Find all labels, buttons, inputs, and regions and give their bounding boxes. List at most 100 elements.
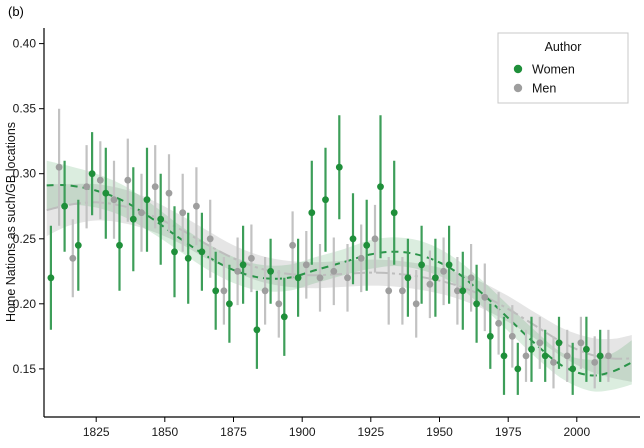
women-point	[129, 215, 137, 223]
men-point	[412, 300, 420, 308]
men-point	[357, 254, 365, 262]
men-point	[151, 183, 159, 191]
x-axis-tick-label: 2000	[563, 425, 590, 439]
men-point	[577, 339, 585, 347]
men-point	[206, 235, 214, 243]
women-point	[184, 254, 192, 262]
confidence-bands-layer	[46, 160, 632, 392]
x-axis-tick-label: 1850	[151, 425, 178, 439]
men-point	[344, 274, 351, 282]
men-point	[591, 359, 599, 366]
y-axis-tick-label: 0.15	[13, 362, 37, 376]
legend-label-men: Men	[532, 81, 556, 95]
men-point	[138, 209, 145, 217]
women-point	[280, 313, 288, 321]
men-point	[563, 352, 571, 360]
men-point	[371, 235, 379, 243]
women-point	[335, 163, 343, 171]
men-point	[110, 196, 118, 204]
women-point	[47, 274, 55, 282]
men-point	[522, 352, 530, 360]
women-point	[102, 189, 110, 197]
women-point	[583, 345, 590, 353]
men-point	[316, 274, 324, 282]
men-point	[261, 287, 269, 295]
women-point	[404, 274, 412, 282]
confidence-band-women	[46, 160, 632, 392]
women-point	[322, 196, 329, 204]
women-point	[528, 345, 535, 353]
women-point	[569, 365, 577, 373]
x-axis-tick-label: 1900	[289, 425, 316, 439]
women-point	[226, 300, 233, 308]
men-point	[440, 267, 447, 275]
y-axis-title: Home Nations as such/GB locations	[4, 122, 18, 322]
women-point	[157, 215, 165, 223]
men-point	[193, 202, 200, 210]
legend-swatch-women	[513, 64, 523, 74]
men-point	[426, 280, 434, 288]
axes-layer: 1825 1850 1875 1900 1925 1950 1975 2000 0.15 0.20…	[13, 28, 640, 439]
y-axis-tick-label: 0.40	[13, 37, 37, 51]
points-layer	[47, 108, 612, 395]
legend: Author Women Men	[497, 32, 629, 104]
men-point	[454, 287, 461, 295]
women-point	[445, 261, 453, 269]
women-point	[418, 261, 425, 269]
men-point	[234, 267, 242, 275]
men-point	[481, 293, 489, 301]
women-point	[486, 332, 494, 340]
men-point	[220, 287, 228, 295]
men-point	[605, 352, 612, 360]
men-point	[536, 339, 544, 347]
women-point	[349, 235, 357, 243]
women-point	[377, 183, 384, 191]
women-point	[308, 209, 316, 217]
women-point	[116, 241, 123, 249]
men-point	[399, 287, 406, 295]
x-axis-tick-label: 1825	[83, 425, 110, 439]
y-axis-tick-label: 0.30	[13, 167, 37, 181]
men-point	[124, 176, 132, 184]
legend-swatch-men	[513, 83, 523, 93]
men-point	[165, 189, 173, 197]
men-point	[83, 183, 90, 191]
men-point	[467, 274, 475, 282]
y-axis-tick-label: 0.25	[13, 232, 37, 246]
women-point	[267, 267, 274, 275]
women-point	[473, 300, 480, 308]
y-axis-tick-label: 0.35	[13, 102, 37, 116]
women-point	[541, 352, 549, 360]
men-point	[289, 241, 296, 249]
women-point	[74, 241, 82, 249]
x-axis-tick-label: 1925	[357, 425, 384, 439]
y-axis-tick-label: 0.20	[13, 297, 37, 311]
men-point	[385, 287, 393, 295]
men-point	[495, 319, 502, 327]
legend-title: Author	[545, 40, 582, 54]
women-point	[514, 365, 522, 373]
men-point	[248, 254, 255, 262]
x-axis-tick-label: 1950	[426, 425, 453, 439]
panel-label: (b)	[8, 4, 24, 19]
women-point	[596, 352, 604, 360]
women-point	[171, 248, 178, 256]
women-point	[198, 248, 206, 256]
legend-label-women: Women	[532, 62, 575, 76]
men-point	[179, 209, 187, 217]
confidence-band-men	[46, 183, 632, 382]
women-point	[432, 274, 439, 282]
x-axis-tick-label: 1875	[220, 425, 247, 439]
men-point	[508, 332, 516, 340]
women-point	[212, 287, 220, 295]
men-point	[330, 267, 338, 275]
women-point	[500, 352, 508, 360]
women-point	[294, 274, 302, 282]
women-point	[390, 209, 398, 217]
men-point	[302, 261, 310, 269]
women-point	[459, 287, 467, 295]
men-point	[69, 254, 77, 262]
men-point	[55, 163, 63, 171]
women-point	[88, 170, 96, 178]
